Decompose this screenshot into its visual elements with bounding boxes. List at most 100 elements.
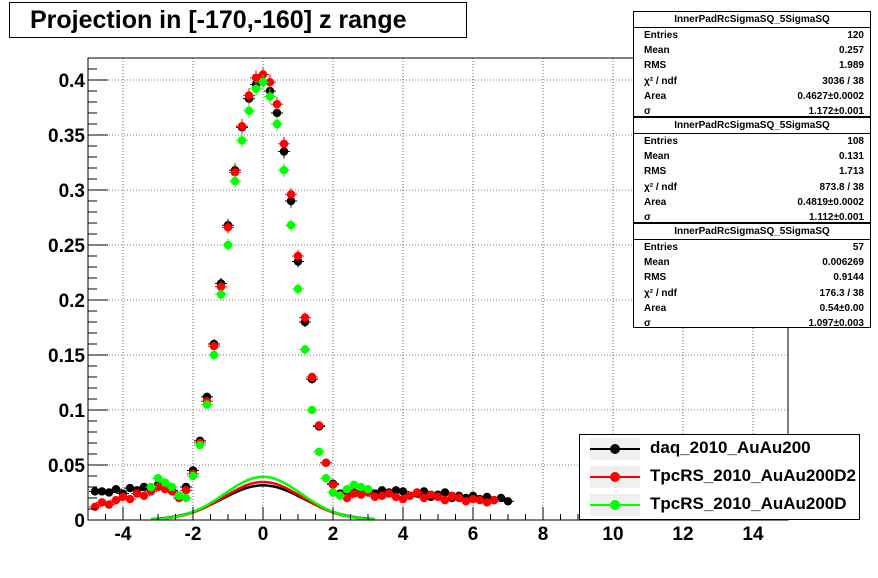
stats-value: 57 bbox=[852, 242, 864, 253]
stats-value: 0.006269 bbox=[822, 257, 864, 269]
data-point bbox=[419, 487, 429, 496]
stats-label: σ bbox=[644, 105, 651, 117]
data-point bbox=[272, 119, 282, 129]
stats-value: 3036 / 38 bbox=[822, 75, 864, 87]
y-tick-label: 0.4 bbox=[59, 71, 86, 92]
data-point bbox=[440, 488, 450, 497]
stats-value: 108 bbox=[847, 136, 864, 147]
data-point bbox=[412, 488, 422, 497]
legend-marker bbox=[610, 500, 620, 510]
data-point bbox=[258, 78, 268, 87]
stats-row: RMS 1.713 bbox=[634, 164, 870, 179]
stats-value: 176.3 / 38 bbox=[819, 287, 864, 299]
stats-row: Area 0.4819±0.0002 bbox=[634, 195, 870, 210]
series-group bbox=[145, 74, 374, 503]
stats-label: Entries bbox=[644, 30, 678, 41]
stats-row: RMS 0.9144 bbox=[634, 270, 870, 285]
data-point bbox=[398, 494, 408, 504]
data-point bbox=[125, 494, 135, 504]
data-point bbox=[468, 494, 478, 504]
data-point bbox=[104, 500, 114, 509]
data-point bbox=[251, 84, 261, 94]
data-point bbox=[209, 342, 219, 351]
y-tick-label: 0.1 bbox=[59, 401, 86, 422]
data-point bbox=[244, 106, 254, 116]
stats-box-title: InnerPadRcSigmaSQ_5SigmaSQ bbox=[634, 12, 870, 28]
stats-row: χ² / ndf 3036 / 38 bbox=[634, 74, 870, 89]
data-point bbox=[265, 92, 275, 101]
legend: daq_2010_AuAu200 TpcRS_2010_AuAu200D2 Tp… bbox=[579, 434, 860, 520]
y-tick-label: 0.35 bbox=[48, 126, 85, 147]
data-point bbox=[258, 70, 268, 79]
stats-label: χ² / ndf bbox=[644, 75, 677, 87]
stats-row: σ 1.112±0.001 bbox=[634, 210, 870, 225]
stats-label: σ bbox=[644, 317, 651, 329]
data-point bbox=[286, 190, 296, 199]
data-point bbox=[405, 491, 415, 500]
x-tick-label: 10 bbox=[602, 524, 623, 545]
data-point bbox=[216, 290, 226, 299]
data-point bbox=[223, 240, 233, 250]
stats-value: 0.131 bbox=[838, 151, 864, 163]
stats-value: 1.112±0.001 bbox=[809, 211, 864, 223]
data-point bbox=[279, 147, 289, 156]
stats-row: χ² / ndf 873.8 / 38 bbox=[634, 180, 870, 195]
stats-label: Area bbox=[644, 196, 667, 208]
stats-label: Mean bbox=[644, 45, 670, 57]
data-point bbox=[363, 485, 373, 494]
data-point bbox=[314, 421, 324, 430]
data-point bbox=[230, 168, 240, 177]
stats-label: χ² / ndf bbox=[644, 287, 677, 299]
data-point bbox=[272, 100, 282, 109]
stats-row: Mean 0.131 bbox=[634, 149, 870, 164]
data-point bbox=[391, 486, 401, 495]
data-point bbox=[237, 122, 247, 131]
stats-row: Mean 0.006269 bbox=[634, 255, 870, 270]
data-point bbox=[440, 496, 450, 505]
stats-value: 1.097±0.003 bbox=[808, 317, 864, 329]
data-point bbox=[286, 221, 296, 230]
stats-row: σ 1.097±0.003 bbox=[634, 316, 870, 331]
data-point bbox=[384, 489, 394, 498]
title-box: Projection in [-170,-160] z range bbox=[9, 2, 467, 38]
stats-value: 1.989 bbox=[838, 60, 864, 72]
data-point bbox=[342, 485, 352, 494]
data-point bbox=[181, 486, 191, 495]
legend-entry-tpcrs-d: TpcRS_2010_AuAu200D bbox=[580, 492, 859, 518]
data-point bbox=[398, 487, 408, 496]
data-point bbox=[293, 284, 303, 294]
y-tick-label: 0.2 bbox=[59, 291, 85, 312]
stats-row: Area 0.4627±0.0002 bbox=[634, 89, 870, 104]
data-point bbox=[167, 482, 177, 492]
stats-row: Entries 108 bbox=[634, 134, 870, 149]
fit-curves bbox=[150, 475, 376, 521]
stats-label: Entries bbox=[644, 242, 678, 253]
stats-row: χ² / ndf 176.3 / 38 bbox=[634, 286, 870, 301]
stats-value: 120 bbox=[847, 30, 864, 41]
stats-value: 0.54±0.00 bbox=[819, 302, 864, 314]
x-tick-label: 12 bbox=[672, 524, 693, 545]
tick-labels: -4 -2 0 2 4 6 8 10 12 14 0 0.05 0.1 0.15 0.2 0.25 0.3 0.3… bbox=[48, 71, 764, 545]
y-tick-label: 0 bbox=[74, 511, 85, 532]
data-point bbox=[237, 136, 247, 145]
data-point bbox=[503, 497, 513, 506]
stats-value: 0.257 bbox=[838, 45, 864, 57]
stats-row: σ 1.172±0.001 bbox=[634, 104, 870, 119]
stats-value: 1.713 bbox=[838, 166, 864, 178]
data-point bbox=[454, 493, 464, 503]
data-point bbox=[279, 166, 289, 175]
data-point bbox=[146, 482, 156, 492]
data-point bbox=[419, 493, 429, 503]
stats-value: 873.8 / 38 bbox=[819, 181, 864, 193]
stats-label: Entries bbox=[644, 136, 678, 147]
stats-label: RMS bbox=[644, 166, 667, 178]
stats-box-title: InnerPadRcSigmaSQ_5SigmaSQ bbox=[634, 118, 870, 134]
legend-marker bbox=[610, 472, 620, 482]
stats-value: 1.172±0.001 bbox=[808, 105, 864, 117]
data-point bbox=[104, 488, 114, 497]
y-tick-label: 0.3 bbox=[59, 181, 85, 202]
stats-label: σ bbox=[644, 211, 651, 223]
data-point bbox=[160, 478, 170, 487]
data-point bbox=[307, 405, 317, 415]
data-point bbox=[272, 108, 282, 118]
